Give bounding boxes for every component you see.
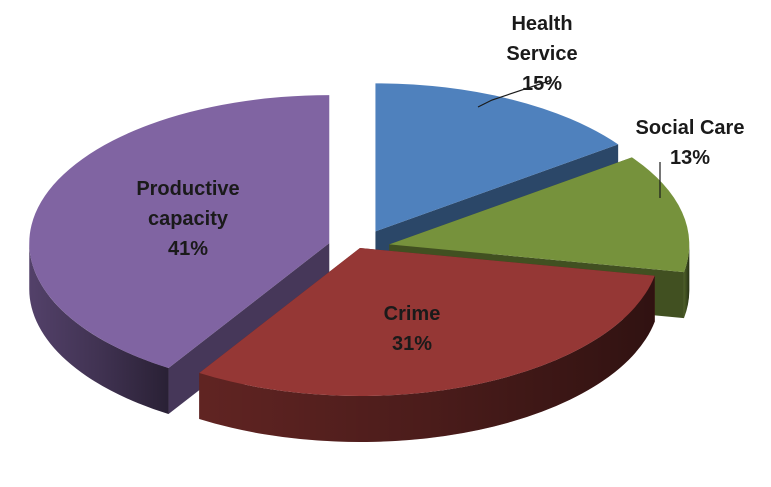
value-label-productive-capacity: 41% [168,238,208,260]
slice-health-service-top [375,83,619,232]
slice-social-care-top [389,157,690,273]
slice-crime-top [199,248,655,396]
slice-productive-capacity-top [29,95,330,369]
value-label-social-care: 13% [670,147,710,169]
pie-slices [29,83,690,442]
value-label-crime: 31% [392,333,432,355]
name-label-health-service: Health [511,13,572,35]
name-label-crime: Crime [384,303,441,325]
value-label-health-service: 15% [522,73,562,95]
pie-labels: Health Service 15% Social Care 13% Crime 31% Pr… [136,13,744,355]
name-label-productive-capacity: capacity [148,208,229,230]
label-productive-capacity: Productive capacity 41% [136,178,239,260]
name-label-productive-capacity: Productive [136,178,239,200]
label-crime: Crime 31% [384,303,441,355]
slice-productive-capacity-side-shade [29,243,169,415]
label-social-care: Social Care 13% [636,117,745,169]
slice-crime [199,248,655,442]
label-health-service: Health Service 15% [506,13,577,95]
name-label-social-care: Social Care [636,117,745,139]
slice-social-care-side-shade [683,244,690,319]
slice-crime-side-shade [199,275,655,442]
name-label-health-service: Service [506,43,577,65]
leader-line-health-service [477,79,553,108]
